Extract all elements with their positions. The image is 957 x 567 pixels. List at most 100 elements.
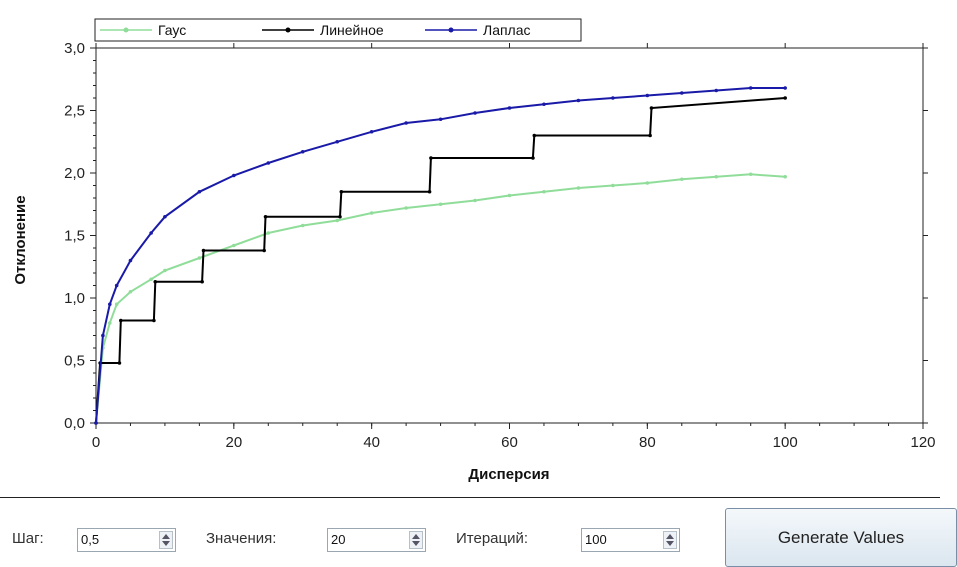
chevron-up-icon[interactable]	[162, 534, 170, 539]
y-tick-label: 1,0	[64, 290, 85, 307]
data-point-1	[114, 302, 119, 307]
data-point-1	[369, 211, 374, 215]
x-tick-label: 80	[639, 434, 656, 451]
data-point-1	[438, 202, 443, 207]
chevron-up-icon[interactable]	[666, 534, 674, 539]
values-spin-arrows[interactable]	[409, 531, 423, 549]
data-point-3	[783, 86, 787, 90]
data-point-2	[531, 156, 535, 160]
y-tick-label: 1,5	[64, 228, 85, 245]
y-axis-title: Отклонение	[12, 195, 29, 284]
data-point-2	[429, 156, 433, 160]
values-stepper[interactable]: 20	[327, 528, 426, 552]
series-line-1	[95, 173, 786, 424]
separator	[0, 497, 940, 498]
data-point-2	[153, 279, 158, 284]
chevron-down-icon[interactable]	[412, 541, 420, 546]
legend-marker	[123, 27, 129, 33]
legend: Гаус Линейное Лаплас	[94, 18, 582, 42]
data-point-2	[152, 318, 156, 323]
data-point-3	[611, 96, 615, 100]
data-point-3	[679, 91, 684, 95]
x-axis-title: Дисперсия	[468, 466, 549, 483]
y-tick-label: 2,5	[64, 103, 85, 120]
data-point-2	[532, 133, 537, 138]
step-stepper[interactable]: 0,5	[77, 528, 176, 552]
data-point-3	[163, 214, 167, 219]
data-point-2	[339, 189, 344, 194]
data-point-3	[404, 121, 408, 125]
data-point-1	[197, 256, 202, 260]
data-point-1	[576, 186, 581, 190]
data-point-2	[119, 318, 123, 323]
plot-area	[95, 47, 924, 424]
x-tick-label: 0	[92, 434, 100, 451]
y-tick-label: 2,0	[64, 165, 85, 182]
data-point-3	[645, 93, 650, 98]
data-point-3	[438, 117, 443, 122]
data-point-2	[427, 189, 432, 194]
data-point-1	[232, 243, 236, 248]
iterations-value[interactable]: 100	[585, 532, 607, 547]
legend-label: Лаплас	[483, 22, 531, 38]
iterations-label: Итераций:	[456, 530, 529, 547]
data-point-1	[128, 289, 133, 294]
legend-label: Линейное	[320, 22, 384, 38]
values-label: Значения:	[206, 530, 277, 547]
data-point-2	[263, 214, 268, 219]
series-line-3	[95, 87, 786, 424]
data-point-3	[576, 98, 581, 103]
legend-marker	[448, 27, 454, 33]
data-point-1	[542, 189, 546, 194]
x-tick-label: 40	[363, 434, 380, 451]
data-point-1	[783, 174, 787, 179]
data-point-1	[679, 177, 684, 182]
y-tick-label: 0,0	[64, 415, 85, 432]
data-point-3	[149, 231, 153, 235]
data-point-2	[649, 106, 654, 110]
step-label: Шаг:	[12, 530, 44, 547]
data-point-3	[335, 139, 340, 144]
data-point-3	[369, 129, 374, 134]
chevron-up-icon[interactable]	[412, 534, 420, 539]
chevron-down-icon[interactable]	[666, 541, 674, 546]
data-point-2	[338, 214, 342, 219]
data-point-3	[94, 421, 98, 425]
data-point-2	[262, 248, 266, 253]
step-value[interactable]: 0,5	[81, 532, 100, 547]
data-point-2	[201, 248, 206, 253]
data-point-3	[114, 283, 119, 288]
y-tick-label: 0,5	[64, 353, 85, 370]
generate-values-button[interactable]: Generate Values	[725, 508, 957, 567]
x-tick-label: 20	[225, 434, 242, 451]
data-point-1	[611, 183, 615, 188]
data-point-3	[542, 102, 546, 107]
x-tick-label: 60	[501, 434, 518, 451]
data-point-2	[200, 279, 204, 284]
data-point-1	[748, 172, 753, 177]
data-point-1	[149, 277, 153, 282]
data-point-3	[714, 88, 719, 93]
data-point-1	[645, 181, 650, 185]
legend-marker	[285, 27, 291, 33]
data-point-3	[101, 333, 105, 338]
data-point-1	[507, 193, 512, 198]
data-point-3	[266, 161, 271, 165]
data-point-1	[473, 198, 477, 203]
iterations-spin-arrows[interactable]	[663, 531, 677, 549]
step-spin-arrows[interactable]	[159, 531, 173, 549]
data-point-3	[748, 86, 753, 90]
series-line-2	[95, 97, 786, 424]
iterations-stepper[interactable]: 100	[581, 528, 680, 552]
x-tick-label: 100	[773, 434, 798, 451]
data-point-1	[163, 268, 167, 273]
data-point-3	[107, 302, 112, 307]
data-point-1	[266, 231, 271, 235]
values-value[interactable]: 20	[331, 532, 346, 547]
chevron-down-icon[interactable]	[162, 541, 170, 546]
data-point-3	[197, 189, 202, 194]
data-point-3	[473, 111, 477, 115]
data-point-2	[648, 133, 652, 138]
data-point-3	[507, 106, 512, 110]
data-point-1	[335, 218, 340, 223]
